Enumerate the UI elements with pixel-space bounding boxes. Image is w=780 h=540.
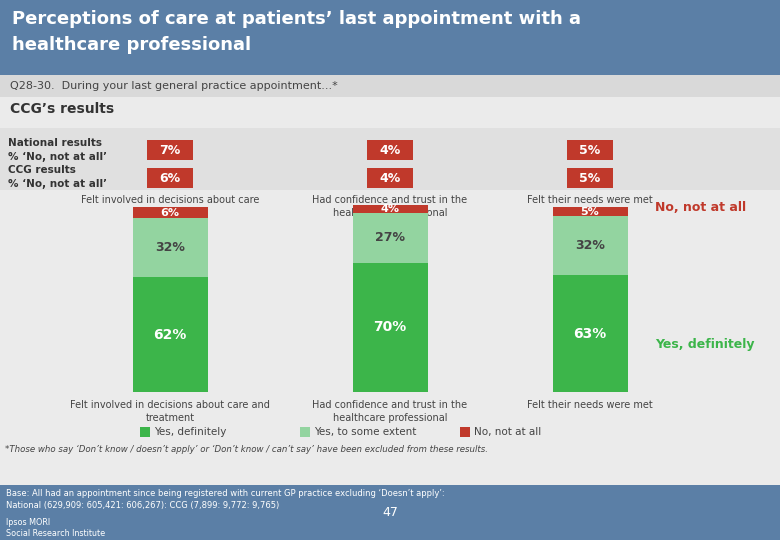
Text: Yes, definitely: Yes, definitely	[154, 427, 226, 437]
Text: 6%: 6%	[161, 207, 179, 218]
Text: 5%: 5%	[580, 207, 599, 217]
FancyBboxPatch shape	[0, 97, 780, 160]
Text: Base: All had an appointment since being registered with current GP practice exc: Base: All had an appointment since being…	[6, 489, 445, 510]
Text: No, not at all: No, not at all	[474, 427, 541, 437]
Text: 5%: 5%	[580, 172, 601, 185]
Text: Yes, definitely: Yes, definitely	[655, 338, 754, 351]
FancyBboxPatch shape	[552, 207, 627, 216]
FancyBboxPatch shape	[147, 168, 193, 188]
FancyBboxPatch shape	[353, 213, 427, 262]
Text: Perceptions of care at patients’ last appointment with a
healthcare professional: Perceptions of care at patients’ last ap…	[12, 10, 581, 53]
FancyBboxPatch shape	[552, 275, 627, 392]
FancyBboxPatch shape	[133, 218, 207, 278]
Text: 6%: 6%	[159, 172, 180, 185]
Text: CCG’s results: CCG’s results	[10, 102, 114, 116]
FancyBboxPatch shape	[133, 278, 207, 392]
Text: 4%: 4%	[379, 144, 401, 157]
Text: Had confidence and trust in the
healthcare professional: Had confidence and trust in the healthca…	[313, 400, 467, 423]
FancyBboxPatch shape	[0, 128, 780, 190]
Text: 47: 47	[382, 505, 398, 518]
FancyBboxPatch shape	[367, 140, 413, 160]
FancyBboxPatch shape	[367, 168, 413, 188]
Text: *Those who say ‘Don’t know / doesn’t apply’ or ‘Don’t know / can’t say’ have bee: *Those who say ‘Don’t know / doesn’t app…	[5, 445, 488, 454]
Text: Ipsos MORI
Social Research Institute
© Ipsos MORI    17-043177-09 Version 1 | Pu: Ipsos MORI Social Research Institute © I…	[6, 518, 198, 540]
Text: No, not at all: No, not at all	[655, 201, 746, 214]
Text: 63%: 63%	[573, 327, 607, 341]
FancyBboxPatch shape	[460, 427, 470, 437]
Text: National results
% ‘No, not at all’: National results % ‘No, not at all’	[8, 138, 107, 161]
FancyBboxPatch shape	[0, 485, 780, 540]
FancyBboxPatch shape	[567, 168, 613, 188]
Text: 32%: 32%	[155, 241, 185, 254]
FancyBboxPatch shape	[353, 205, 427, 213]
FancyBboxPatch shape	[147, 140, 193, 160]
Text: Had confidence and trust in the
healthcare professional: Had confidence and trust in the healthca…	[313, 195, 467, 218]
Text: 62%: 62%	[154, 328, 186, 342]
Text: Felt involved in decisions about care and
treatment: Felt involved in decisions about care an…	[70, 400, 270, 423]
Text: 7%: 7%	[159, 144, 181, 157]
Text: 27%: 27%	[375, 231, 405, 244]
FancyBboxPatch shape	[140, 427, 150, 437]
FancyBboxPatch shape	[552, 216, 627, 275]
FancyBboxPatch shape	[300, 427, 310, 437]
Text: 4%: 4%	[381, 204, 399, 214]
Text: Felt their needs were met: Felt their needs were met	[527, 195, 653, 205]
Text: Felt their needs were met: Felt their needs were met	[527, 400, 653, 410]
Text: CCG results
% ‘No, not at all’: CCG results % ‘No, not at all’	[8, 165, 107, 188]
FancyBboxPatch shape	[0, 75, 780, 97]
FancyBboxPatch shape	[353, 262, 427, 392]
FancyBboxPatch shape	[0, 0, 780, 75]
Text: Felt involved in decisions about care
and treatment: Felt involved in decisions about care an…	[81, 195, 259, 218]
Text: Q28-30.  During your last general practice appointment...*: Q28-30. During your last general practic…	[10, 81, 338, 91]
FancyBboxPatch shape	[567, 140, 613, 160]
Text: 32%: 32%	[575, 239, 605, 252]
Text: Yes, to some extent: Yes, to some extent	[314, 427, 417, 437]
Text: 5%: 5%	[580, 144, 601, 157]
FancyBboxPatch shape	[133, 207, 207, 218]
Text: 4%: 4%	[379, 172, 401, 185]
Text: 70%: 70%	[374, 320, 406, 334]
